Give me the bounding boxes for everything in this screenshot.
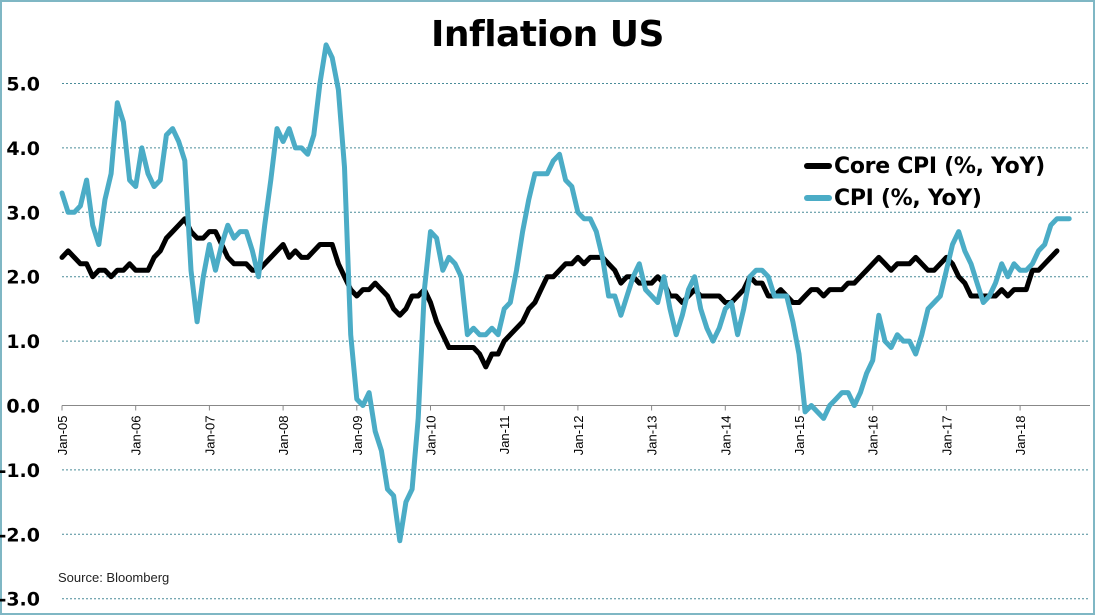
x-tick-label: Jan-17 <box>939 416 954 456</box>
legend-label-cpi: CPI (%, YoY) <box>834 185 982 211</box>
legend-swatch-core-cpi <box>804 163 832 169</box>
y-tick-label: 0.0 <box>6 396 40 418</box>
series-line-cpi <box>59 42 1072 544</box>
x-tick-label: Jan-12 <box>571 416 586 456</box>
series-lines <box>59 42 1072 544</box>
x-tick-label: Jan-13 <box>645 416 660 456</box>
x-tick-label: Jan-15 <box>792 416 807 456</box>
x-tick-label: Jan-09 <box>350 416 365 456</box>
x-tick-label: Jan-08 <box>276 416 291 456</box>
x-tick-label: Jan-18 <box>1013 416 1028 456</box>
y-tick-label: 2.0 <box>6 267 40 289</box>
x-tick-label: Jan-16 <box>866 416 881 456</box>
y-tick-label: 3.0 <box>6 202 40 224</box>
y-axis-ticks: 5.0 4.0 3.0 2.0 1.0 0.0 -1.0 -2.0 -3.0 <box>0 74 40 611</box>
series-line-core-cpi <box>59 216 1060 370</box>
y-tick-label: 1.0 <box>6 331 40 353</box>
legend-item-core-cpi: Core CPI (%, YoY) <box>804 150 1045 182</box>
chart-title: Inflation US <box>431 14 664 55</box>
source-annotation: Source: Bloomberg <box>58 570 170 585</box>
x-tick-label: Jan-10 <box>424 416 439 456</box>
series-points-core-cpi <box>62 219 1057 367</box>
x-tick-label: Jan-11 <box>497 416 512 455</box>
legend-swatch-cpi <box>804 195 832 201</box>
x-tick-label: Jan-14 <box>718 416 733 456</box>
y-tick-label: 4.0 <box>6 138 40 160</box>
x-tick-label: Jan-07 <box>202 416 217 456</box>
legend: Core CPI (%, YoY) CPI (%, YoY) <box>804 150 1045 214</box>
y-tick-label: -2.0 <box>0 524 40 546</box>
series-points-cpi <box>62 45 1069 541</box>
legend-item-cpi: CPI (%, YoY) <box>804 182 1045 214</box>
x-tick-label: Jan-06 <box>129 416 144 456</box>
y-tick-label: 5.0 <box>6 74 40 96</box>
y-tick-label: -3.0 <box>0 589 40 611</box>
y-tick-label: -1.0 <box>0 460 40 482</box>
x-axis: Jan-05 Jan-06 Jan-07 Jan-08 Jan-09 Jan-10 Jan-… <box>55 405 1090 456</box>
legend-label-core-cpi: Core CPI (%, YoY) <box>834 153 1045 179</box>
x-tick-label: Jan-05 <box>55 416 70 456</box>
